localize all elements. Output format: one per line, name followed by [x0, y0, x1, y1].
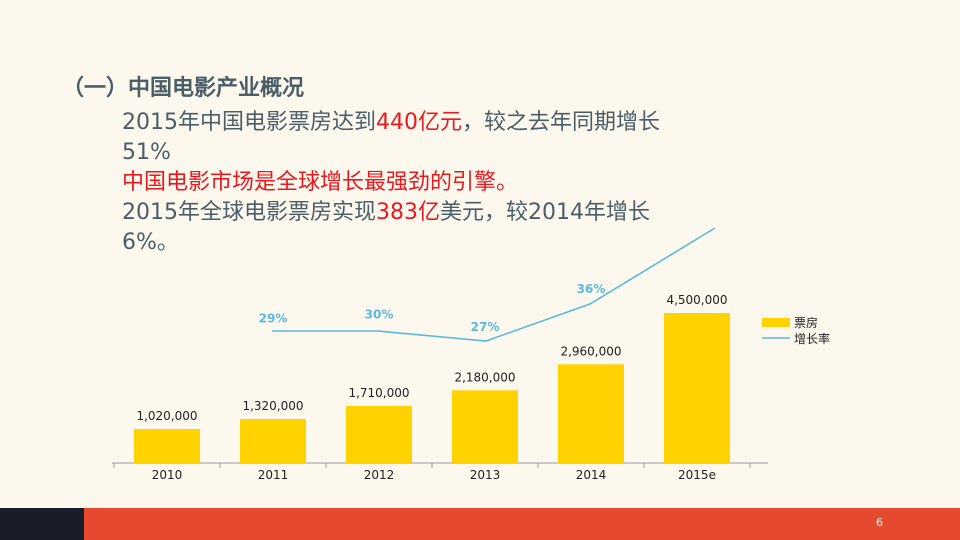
bar-label-2012: 1,710,000: [348, 386, 409, 400]
page-number: 6: [876, 516, 883, 529]
body-line-1: 2015年中国电影票房达到440亿元，较之去年同期增长: [122, 108, 782, 138]
body-line-5: 6%。: [122, 230, 179, 255]
body-line-3: 中国电影市场是全球增长最强劲的引擎。: [122, 170, 519, 195]
legend-label-box-office: 票房: [794, 315, 818, 330]
slide-body: 2015年中国电影票房达到440亿元，较之去年同期增长 51% 中国电影市场是全…: [122, 108, 782, 258]
bar-2012: [346, 406, 412, 463]
body-line-4-highlight: 383亿: [376, 200, 440, 225]
bar-2013: [452, 390, 518, 463]
bar-label-2010: 1,020,000: [136, 409, 197, 423]
footer-dark-block: [0, 508, 84, 540]
bar-label-2011: 1,320,000: [242, 399, 303, 413]
growth-label-2011: 29%: [259, 312, 288, 326]
footer-bar: [84, 508, 960, 540]
bar-2010: [134, 429, 200, 463]
category-label-2015e: 2015e: [678, 468, 716, 482]
legend-label-growth: 增长率: [794, 331, 830, 346]
growth-label-2013: 27%: [471, 320, 500, 334]
body-line-4: 2015年全球电影票房实现383亿美元，较2014年增长: [122, 198, 782, 228]
category-label-2012: 2012: [364, 468, 395, 482]
growth-rate-labels: 29% 30% 27% 36%: [259, 282, 606, 334]
x-axis-ticks: [113, 463, 751, 468]
category-labels: 2010 2011 2012 2013 2014 2015e: [152, 468, 716, 482]
body-line-1-highlight: 440亿元: [376, 110, 462, 135]
slide-heading: （一）中国电影产业概况: [62, 76, 305, 101]
growth-label-2014: 36%: [577, 282, 606, 296]
bar-label-2014: 2,960,000: [560, 344, 621, 358]
bar-2015e: [664, 313, 730, 463]
category-label-2011: 2011: [258, 468, 289, 482]
growth-label-2012: 30%: [365, 307, 394, 321]
body-line-1-c: ，较之去年同期增长: [462, 110, 661, 135]
category-label-2014: 2014: [576, 468, 607, 482]
bar-2011: [240, 419, 306, 463]
category-label-2013: 2013: [470, 468, 501, 482]
bar-label-2015e: 4,500,000: [666, 293, 727, 307]
body-line-4-a: 2015年全球电影票房实现: [122, 200, 376, 225]
body-line-1-a: 2015年中国电影票房达到: [122, 110, 376, 135]
body-line-4-c: 美元，较2014年增长: [440, 200, 650, 225]
growth-rate-line: [272, 227, 716, 342]
category-label-2010: 2010: [152, 468, 183, 482]
bar-2014: [558, 364, 624, 463]
bar-label-2013: 2,180,000: [454, 370, 515, 384]
legend-swatch-box-office: [762, 318, 790, 327]
bar-value-labels: 1,020,000 1,320,000 1,710,000 2,180,000 2,96…: [136, 293, 727, 423]
body-line-2: 51%: [122, 140, 171, 165]
bar-series: [134, 313, 730, 463]
